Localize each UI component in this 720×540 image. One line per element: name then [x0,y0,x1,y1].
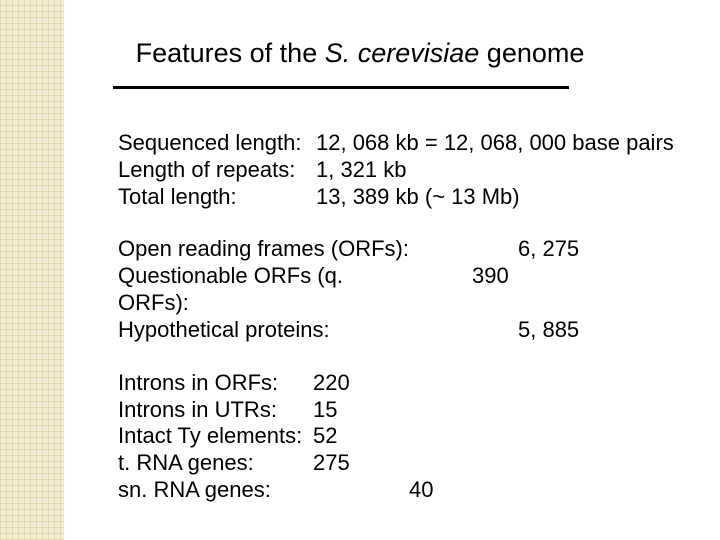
slide-title: Features of the S. cerevisiae genome [0,38,720,69]
value: 6, 275 [418,236,579,263]
group-orfs: Open reading frames (ORFs): 6, 275 Quest… [118,236,674,343]
value: 390 [418,263,509,317]
value: 220 [313,370,350,397]
title-divider [113,86,569,89]
label: Sequenced length: [118,130,316,157]
table-row: Open reading frames (ORFs): 6, 275 [118,236,674,263]
table-row: sn. RNA genes: 40 [118,477,674,504]
value: 15 [313,397,337,424]
value: 12, 068 kb = 12, 068, 000 base pairs [316,130,674,157]
table-row: Introns in UTRs: 15 [118,397,674,424]
label: Open reading frames (ORFs): [118,236,418,263]
table-row: Hypothetical proteins: 5, 885 [118,317,674,344]
table-row: Intact Ty elements: 52 [118,423,674,450]
label: sn. RNA genes: [118,477,313,504]
label: Intact Ty elements: [118,423,313,450]
label: Introns in ORFs: [118,370,313,397]
value: 52 [313,423,337,450]
table-row: Total length: 13, 389 kb (~ 13 Mb) [118,184,674,211]
value: 13, 389 kb (~ 13 Mb) [316,184,520,211]
label: Questionable ORFs (q. ORFs): [118,263,418,317]
label: Total length: [118,184,316,211]
spacer [118,210,674,236]
table-row: t. RNA genes: 275 [118,450,674,477]
label: t. RNA genes: [118,450,313,477]
title-text-suffix: genome [479,38,584,68]
table-row: Sequenced length: 12, 068 kb = 12, 068, … [118,130,674,157]
content-area: Sequenced length: 12, 068 kb = 12, 068, … [118,130,674,504]
label: Introns in UTRs: [118,397,313,424]
value: 5, 885 [418,317,579,344]
value: 40 [313,477,433,504]
value: 275 [313,450,350,477]
table-row: Questionable ORFs (q. ORFs): 390 [118,263,674,317]
title-text-prefix: Features of the [136,38,325,68]
label: Length of repeats: [118,157,316,184]
spacer [118,344,674,370]
table-row: Length of repeats: 1, 321 kb [118,157,674,184]
title-text-italic: S. cerevisiae [325,38,480,68]
left-pattern-strip [0,0,64,540]
group-misc: Introns in ORFs: 220 Introns in UTRs: 15… [118,370,674,504]
label: Hypothetical proteins: [118,317,418,344]
table-row: Introns in ORFs: 220 [118,370,674,397]
value: 1, 321 kb [316,157,407,184]
group-lengths: Sequenced length: 12, 068 kb = 12, 068, … [118,130,674,210]
